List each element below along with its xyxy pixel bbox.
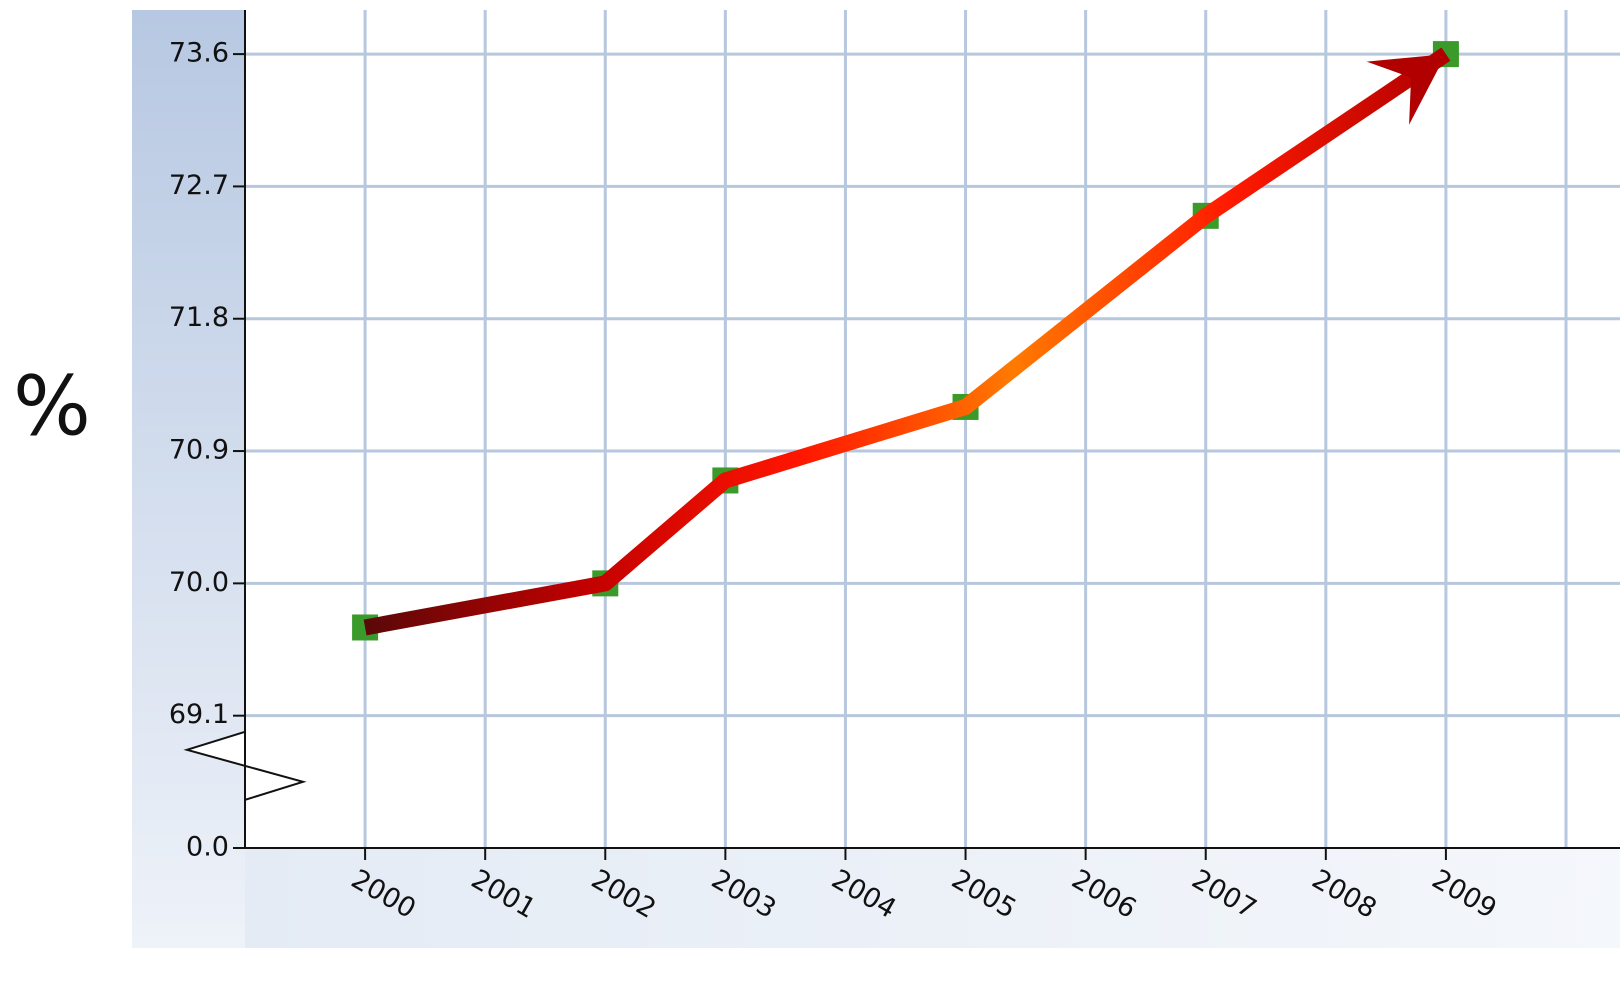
axis-strip — [245, 848, 1620, 948]
axis-panel — [132, 10, 245, 948]
line — [363, 47, 1451, 636]
y-tick-label: 69.1 — [169, 699, 229, 730]
y-tick-label: 72.7 — [169, 170, 229, 201]
y-tick-label: 70.0 — [169, 567, 229, 598]
arrow-head — [1366, 54, 1446, 125]
y-tick-label: 0.0 — [186, 832, 229, 863]
y-tick-label: 73.6 — [169, 38, 229, 69]
axis-break — [183, 730, 307, 802]
y-tick-label: 71.8 — [169, 302, 229, 333]
y-axis-label: % — [13, 359, 91, 454]
y-tick-label: 70.9 — [169, 435, 229, 466]
